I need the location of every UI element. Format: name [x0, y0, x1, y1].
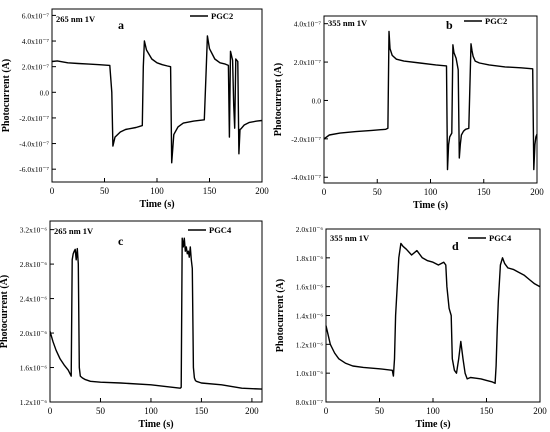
- x-tick-label: 150: [477, 187, 491, 197]
- series-line-pgc2-panel-a: [51, 35, 263, 164]
- panel-letter: b: [446, 18, 453, 32]
- condition-annotation: 265 nm 1V: [54, 226, 94, 236]
- y-tick-label: 4.0x10⁻⁷: [294, 20, 322, 29]
- x-tick-label: 0: [48, 406, 53, 416]
- x-axis-label: Time (s): [139, 199, 174, 210]
- y-axis-label: Photocurrent (A): [1, 59, 12, 132]
- y-tick-label: 8.0x10⁻⁷: [296, 398, 324, 407]
- condition-annotation: 355 nm 1V: [328, 18, 368, 28]
- x-tick-label: 0: [324, 406, 329, 416]
- x-tick-label: 200: [530, 187, 544, 197]
- panel-letter: c: [118, 234, 124, 248]
- y-tick-label: 1.4x10⁻⁶: [296, 312, 324, 321]
- y-tick-label: 3.2x10⁻⁶: [20, 226, 48, 235]
- y-tick-label: 1.6x10⁻⁶: [20, 364, 48, 373]
- x-tick-label: 50: [100, 186, 110, 196]
- panel-d: 0 50 100 150 200 8.0x10⁻⁷ 1.0x10⁻⁶ 1.2x10⁻⁶ 1.4x…: [275, 225, 547, 430]
- y-tick-label: -6.0x10⁻⁷: [19, 165, 49, 174]
- series-line-pgc2-panel-b: [323, 30, 538, 171]
- plot-frame: [325, 228, 541, 403]
- x-tick-label: 200: [245, 406, 259, 416]
- condition-annotation: 355 nm 1V: [330, 233, 370, 243]
- condition-annotation: 265 nm 1V: [56, 14, 96, 24]
- plot-frame: [323, 15, 538, 184]
- y-tick-label: 0.0: [312, 96, 322, 105]
- y-tick-label: -2.0x10⁻⁷: [19, 114, 49, 123]
- panel-a: 0 50 100 150 200 -6.0x10⁻⁷ -4.0x10⁻⁷ -2.0x10⁻⁷ 0…: [1, 8, 269, 210]
- y-tick-label: 1.0x10⁻⁶: [296, 369, 324, 378]
- x-tick-label: 100: [424, 187, 438, 197]
- y-axis-label: Photocurrent (A): [273, 63, 284, 136]
- panel-b: 0 50 100 150 200 -4.0x10⁻⁷ -2.0x10⁻⁷ 0.0 2.0x10⁻…: [273, 15, 544, 211]
- y-axis-label: Photocurrent (A): [0, 275, 10, 348]
- panel-letter: d: [452, 239, 459, 253]
- x-tick-label: 150: [195, 406, 209, 416]
- x-tick-label: 0: [322, 187, 327, 197]
- x-tick-label: 100: [150, 186, 164, 196]
- y-tick-label: -4.0x10⁻⁷: [19, 140, 49, 149]
- x-axis-label: Time (s): [413, 200, 448, 211]
- x-tick-label: 150: [203, 186, 217, 196]
- y-tick-label: 2.4x10⁻⁶: [20, 295, 48, 304]
- x-tick-label: 200: [255, 186, 269, 196]
- y-tick-label: -4.0x10⁻⁷: [291, 173, 321, 182]
- panel-c: 0 50 100 150 200 1.2x10⁻⁶ 1.6x10⁻⁶ 2.0x10⁻⁶ 2.4x…: [0, 220, 263, 430]
- legend-label: PGC4: [489, 233, 512, 243]
- y-tick-label: 0.0: [40, 88, 50, 97]
- y-tick-label: 2.0x10⁻⁷: [22, 63, 50, 72]
- y-tick-label: 2.0x10⁻⁷: [294, 58, 322, 67]
- legend-label: PGC2: [211, 11, 233, 21]
- legend-label: PGC4: [209, 225, 232, 235]
- y-axis-label: Photocurrent (A): [275, 279, 286, 352]
- x-tick-label: 0: [50, 186, 55, 196]
- x-tick-label: 50: [96, 406, 106, 416]
- y-tick-label: 1.2x10⁻⁶: [20, 398, 48, 407]
- panel-letter: a: [118, 18, 124, 32]
- y-tick-label: 2.8x10⁻⁶: [20, 260, 48, 269]
- x-axis-label: Time (s): [138, 419, 173, 430]
- x-tick-label: 50: [375, 406, 385, 416]
- x-tick-label: 150: [480, 406, 494, 416]
- y-tick-label: 2.0x10⁻⁶: [296, 225, 324, 234]
- x-tick-label: 50: [373, 187, 383, 197]
- x-tick-label: 100: [144, 406, 158, 416]
- x-tick-label: 200: [533, 406, 547, 416]
- y-tick-label: 2.0x10⁻⁶: [20, 329, 48, 338]
- y-tick-label: 1.2x10⁻⁶: [296, 340, 324, 349]
- y-tick-label: 1.8x10⁻⁶: [296, 254, 324, 263]
- y-tick-label: 6.0x10⁻⁷: [22, 11, 50, 20]
- plot-frame: [49, 220, 263, 403]
- legend-label: PGC2: [485, 16, 507, 26]
- y-tick-label: 4.0x10⁻⁷: [22, 37, 50, 46]
- x-axis-label: Time (s): [415, 419, 450, 430]
- y-tick-label: 1.6x10⁻⁶: [296, 283, 324, 292]
- y-tick-label: -2.0x10⁻⁷: [291, 135, 321, 144]
- series-line-pgc4-panel-c: [49, 237, 263, 390]
- x-tick-label: 100: [426, 406, 440, 416]
- series-line-pgc4-panel-d: [325, 242, 541, 384]
